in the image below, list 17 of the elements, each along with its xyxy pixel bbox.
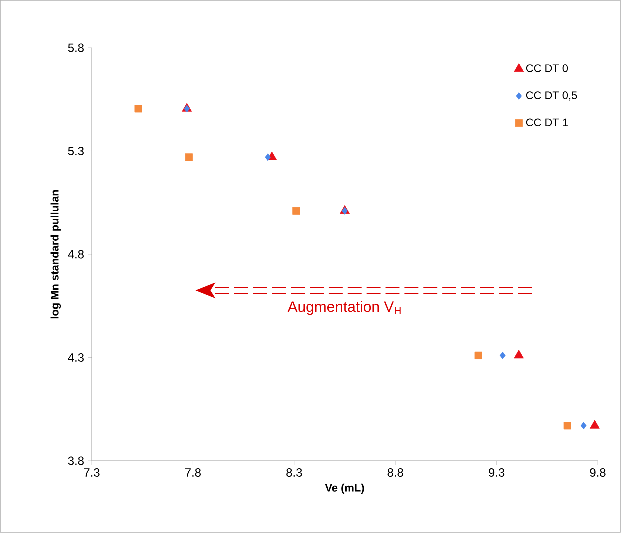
y-tick-label: 4.3	[68, 354, 84, 362]
x-tick-label: 9.3	[489, 468, 505, 477]
annotation: Augmentation V$_{H}$	[288, 301, 401, 316]
x-tick-label: 8.8	[388, 468, 404, 477]
x-tick-label: 9.8	[590, 468, 606, 477]
x-tick-label: 7.8	[186, 468, 201, 477]
x-tick-label: 7.3	[84, 468, 100, 477]
y-tick-label: 4.8	[68, 250, 84, 259]
x-tick-label: 8.3	[286, 468, 302, 477]
legend-label: CC DT 0	[526, 64, 568, 72]
y-axis-title: log Mn standard pullulan	[50, 190, 62, 319]
y-tick-label: 5.3	[68, 147, 84, 156]
legend-label: CC DT 1	[526, 118, 568, 126]
legend-label: CC DT 0,5	[526, 92, 578, 101]
y-tick-label: 5.8	[68, 44, 84, 52]
y-tick-label: 3.8	[68, 456, 84, 466]
x-axis-title: Ve (mL)	[325, 484, 364, 494]
